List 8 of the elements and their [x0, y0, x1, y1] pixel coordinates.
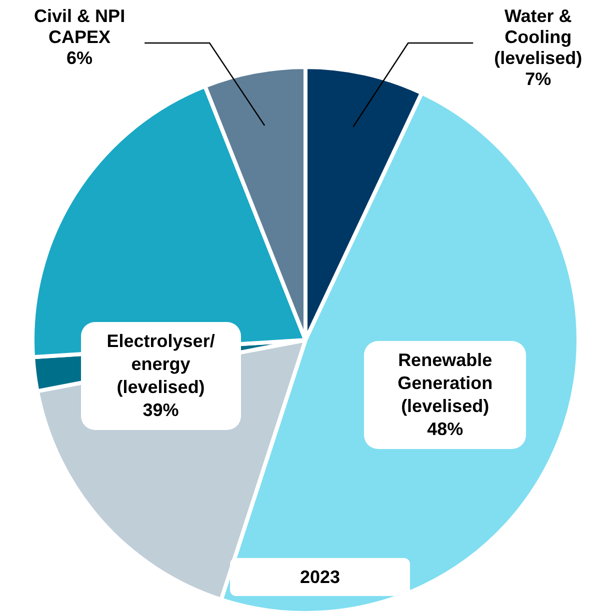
text: 2023	[230, 558, 410, 596]
slice-label: Water & Cooling (levelised)	[493, 6, 584, 69]
text: Electrolyser/ energy (levelised) 39%	[80, 322, 241, 430]
data-label: 48%	[426, 418, 464, 442]
slice-label: Civil & NPI CAPEX	[33, 6, 126, 48]
data-label: 7%	[524, 69, 552, 90]
slice-label: Renewable Generation (levelised)	[396, 349, 494, 418]
data-label: 6%	[66, 48, 94, 69]
